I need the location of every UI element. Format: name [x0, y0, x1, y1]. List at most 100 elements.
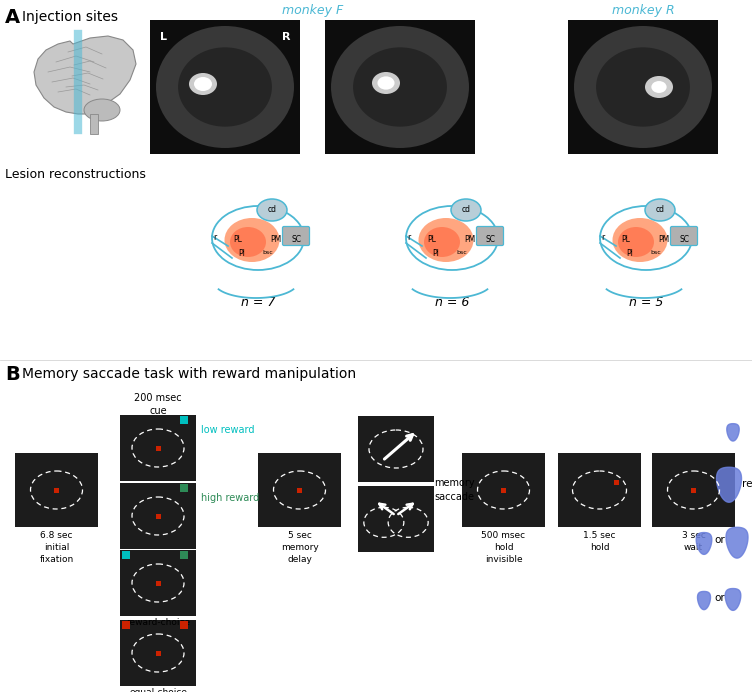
Ellipse shape [178, 47, 272, 127]
Text: B: B [5, 365, 20, 384]
Bar [180, 484, 188, 492]
Ellipse shape [225, 218, 280, 262]
Bar [180, 416, 188, 424]
Text: monkey R: monkey R [611, 4, 675, 17]
Ellipse shape [424, 227, 460, 257]
Bar [120, 550, 196, 616]
Ellipse shape [353, 47, 447, 127]
Text: reward-choice: reward-choice [126, 618, 190, 627]
Text: cd: cd [656, 206, 665, 215]
Polygon shape [90, 114, 98, 134]
Text: r: r [602, 233, 605, 242]
Bar [15, 453, 98, 527]
Text: 6.8 sec
initial
fixation: 6.8 sec initial fixation [39, 531, 74, 563]
Ellipse shape [645, 76, 673, 98]
Text: L: L [160, 32, 167, 42]
Ellipse shape [331, 26, 469, 148]
Bar [558, 453, 641, 527]
Text: cd: cd [462, 206, 471, 215]
Bar [120, 483, 196, 549]
Ellipse shape [212, 206, 304, 270]
Text: PL: PL [234, 235, 242, 244]
Text: PL: PL [428, 235, 436, 244]
Text: PM: PM [271, 235, 282, 244]
Ellipse shape [189, 73, 217, 95]
Text: monkey F: monkey F [282, 4, 343, 17]
Text: Lesion reconstructions: Lesion reconstructions [5, 168, 146, 181]
Bar [120, 620, 196, 686]
Bar [462, 453, 545, 527]
Text: reward: reward [742, 479, 752, 489]
Polygon shape [725, 588, 741, 610]
Bar [156, 581, 160, 585]
Polygon shape [726, 527, 748, 558]
Text: PI: PI [626, 250, 633, 259]
Bar [180, 551, 188, 559]
Text: bsc: bsc [262, 250, 274, 255]
Text: PM: PM [658, 235, 669, 244]
Ellipse shape [194, 77, 212, 91]
Bar [652, 453, 735, 527]
Text: 200 msec
cue: 200 msec cue [134, 393, 182, 416]
Bar [614, 480, 619, 485]
Text: 500 msec
hold
invisible: 500 msec hold invisible [481, 531, 526, 563]
Bar [156, 650, 160, 655]
Ellipse shape [372, 72, 400, 94]
Text: SC: SC [679, 235, 689, 244]
Bar [358, 416, 434, 482]
FancyBboxPatch shape [671, 226, 698, 246]
Bar [122, 621, 130, 629]
Ellipse shape [612, 218, 668, 262]
Text: low reward: low reward [201, 425, 254, 435]
Text: PM: PM [465, 235, 475, 244]
Ellipse shape [451, 199, 481, 221]
Text: equal-choice: equal-choice [129, 688, 187, 692]
Bar [156, 513, 160, 518]
Ellipse shape [156, 26, 294, 148]
Bar [568, 20, 718, 154]
Text: memory
saccade: memory saccade [434, 478, 475, 502]
Text: Memory saccade task with reward manipulation: Memory saccade task with reward manipula… [22, 367, 356, 381]
Text: R: R [282, 32, 290, 42]
Text: 3 sec
wait: 3 sec wait [681, 531, 705, 552]
FancyBboxPatch shape [283, 226, 310, 246]
Ellipse shape [618, 227, 654, 257]
Text: A: A [5, 8, 20, 27]
Text: n = 6: n = 6 [435, 296, 469, 309]
Polygon shape [717, 467, 741, 502]
Bar [325, 20, 475, 154]
Ellipse shape [574, 26, 712, 148]
Ellipse shape [651, 81, 667, 93]
Bar [150, 20, 300, 154]
FancyBboxPatch shape [477, 226, 504, 246]
Text: PI: PI [238, 250, 245, 259]
Ellipse shape [600, 206, 692, 270]
Text: bsc: bsc [650, 250, 661, 255]
Ellipse shape [645, 199, 675, 221]
Text: 1.5 sec
hold: 1.5 sec hold [584, 531, 616, 552]
Bar [180, 621, 188, 629]
Ellipse shape [230, 227, 266, 257]
Text: or: or [714, 535, 726, 545]
Text: bsc: bsc [456, 250, 468, 255]
Polygon shape [34, 36, 136, 114]
Text: n = 5: n = 5 [629, 296, 663, 309]
Polygon shape [726, 424, 739, 441]
Polygon shape [696, 533, 712, 554]
Text: or: or [714, 593, 726, 603]
Text: Injection sites: Injection sites [22, 10, 118, 24]
Bar [297, 487, 302, 493]
Text: high reward: high reward [201, 493, 259, 503]
Bar [691, 487, 696, 493]
Text: SC: SC [291, 235, 301, 244]
Bar [358, 486, 434, 552]
Text: n = 7: n = 7 [241, 296, 275, 309]
Bar [54, 487, 59, 493]
Text: r: r [214, 233, 217, 242]
Bar [156, 446, 160, 450]
Bar [120, 415, 196, 481]
Ellipse shape [257, 199, 287, 221]
Ellipse shape [84, 99, 120, 121]
Ellipse shape [406, 206, 498, 270]
Ellipse shape [378, 76, 395, 90]
